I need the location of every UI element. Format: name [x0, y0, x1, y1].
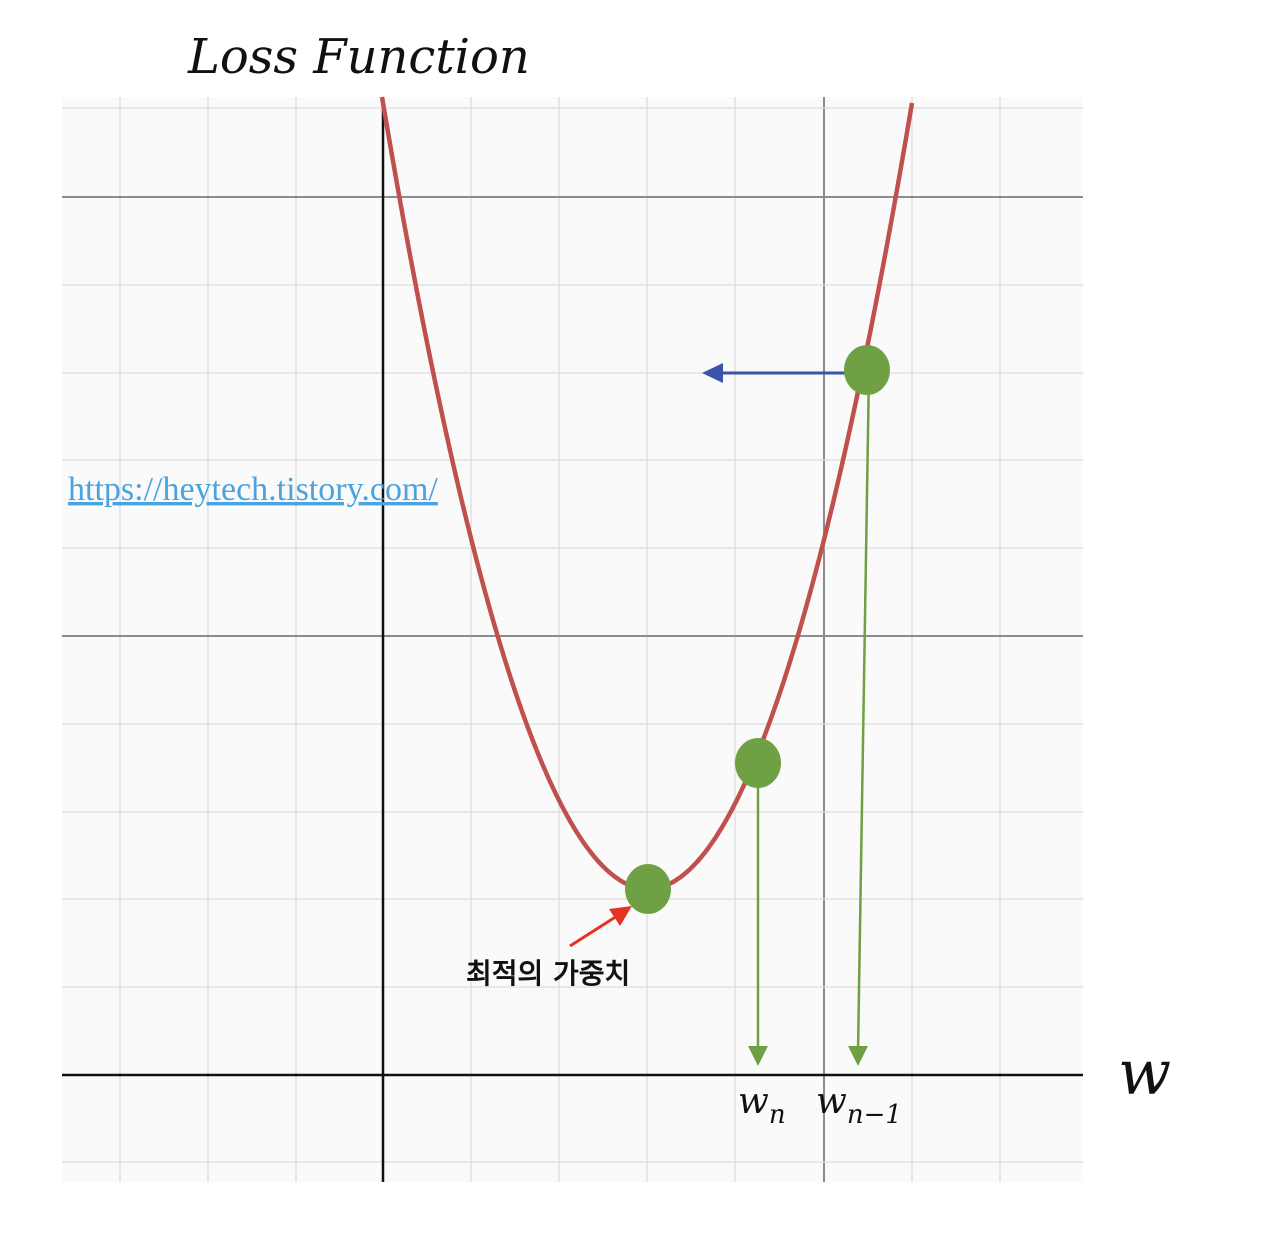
- point-optimal: [625, 864, 671, 914]
- diagram-title: Loss Function: [187, 29, 530, 85]
- w-n-base: w: [738, 1081, 769, 1122]
- w-n-subscript: n: [769, 1100, 786, 1130]
- x-axis-label: w: [1118, 1036, 1171, 1109]
- w-n-label: wn: [738, 1081, 786, 1130]
- watermark-link-text[interactable]: https://heytech.tistory.com/: [68, 471, 438, 508]
- drop-arrow-w-n-minus-1: [856, 369, 871, 1053]
- callout-arrowhead: [609, 906, 632, 926]
- point-w-n: [735, 738, 781, 788]
- point-w-n-minus-1: [844, 345, 890, 395]
- drop-arrowhead-w-n-minus-1: [848, 1046, 868, 1066]
- optimal-weight-label: 최적의 가중치: [466, 957, 630, 990]
- w-n-minus-1-base: w: [816, 1081, 847, 1122]
- callout-arrow: [569, 914, 618, 948]
- w-n-minus-1-subscript: n−1: [847, 1100, 902, 1130]
- drop-arrowhead-w-n: [748, 1046, 768, 1066]
- plot-background: [62, 97, 1083, 1182]
- w-n-minus-1-label: wn−1: [816, 1081, 902, 1130]
- grid: [62, 97, 1083, 1182]
- watermark-link[interactable]: https://heytech.tistory.com/: [68, 471, 438, 508]
- step-arrowhead: [702, 363, 723, 383]
